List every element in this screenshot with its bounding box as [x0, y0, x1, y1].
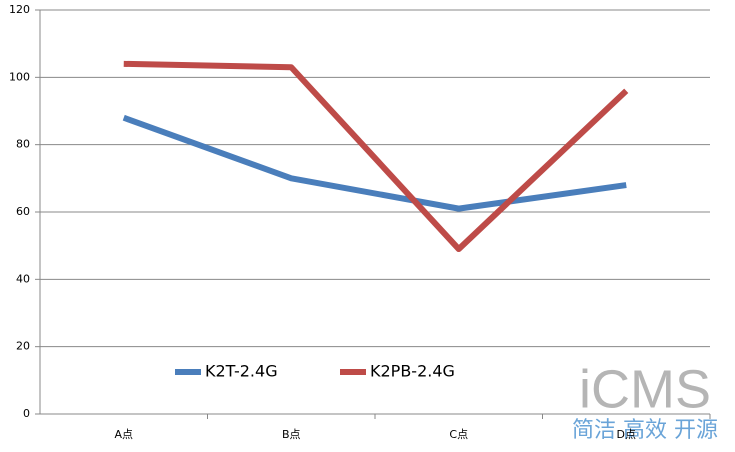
legend-label: K2T-2.4G — [205, 362, 278, 381]
y-tick-label: 60 — [16, 205, 30, 218]
legend-label: K2PB-2.4G — [370, 362, 455, 381]
series-line — [122, 114, 627, 212]
series-line — [123, 60, 629, 253]
y-tick-label: 120 — [9, 3, 30, 16]
x-tick-label: A点 — [114, 428, 133, 441]
x-tick-label: B点 — [282, 428, 301, 441]
y-tick-label: 0 — [23, 407, 30, 420]
x-tick-label: D点 — [617, 428, 636, 441]
y-tick-label: 20 — [16, 340, 30, 353]
x-tick-label: C点 — [449, 428, 468, 441]
watermark-logo: iCMS — [579, 359, 711, 419]
y-tick-label: 40 — [16, 272, 30, 285]
watermark-slogan: 简洁 高效 开源 — [572, 418, 718, 443]
y-tick-label: 100 — [9, 70, 30, 83]
y-tick-label: 80 — [16, 138, 30, 151]
